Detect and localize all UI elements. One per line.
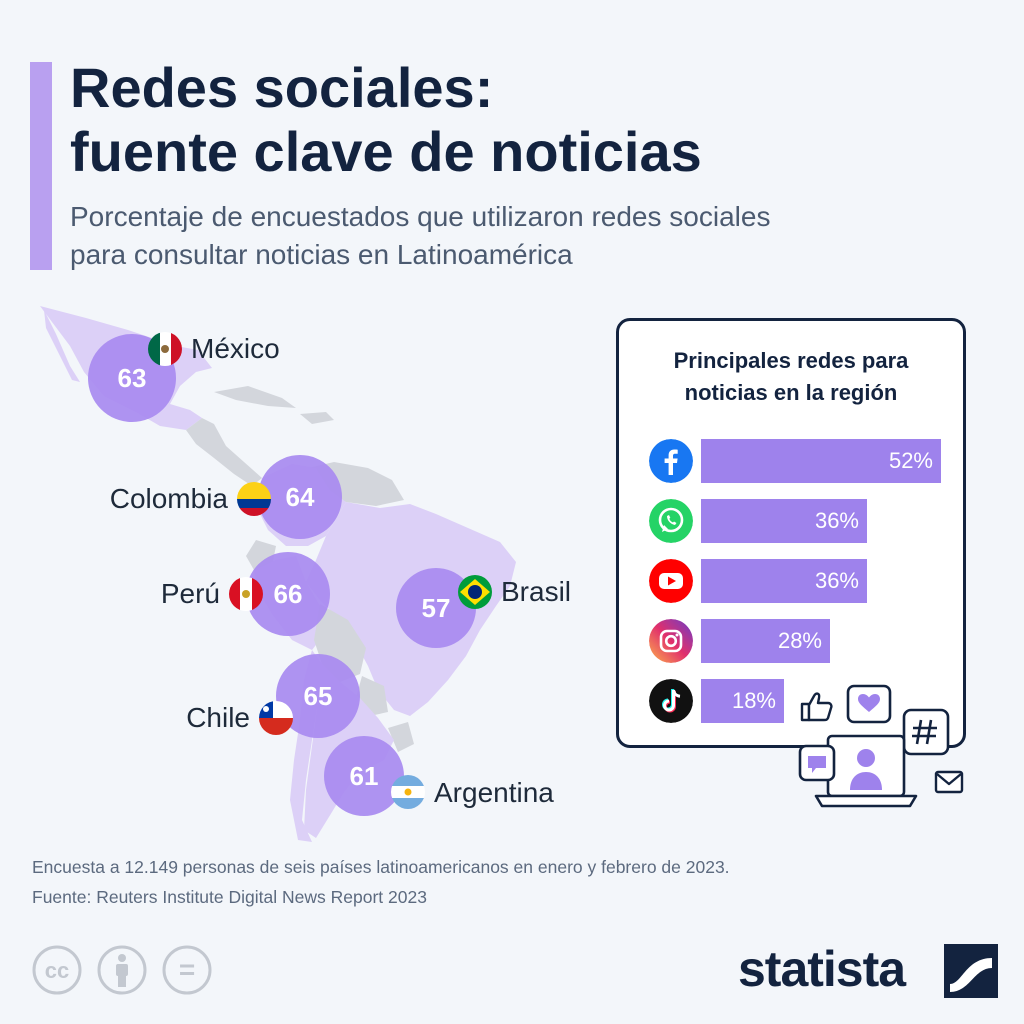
brasil-flag-icon	[458, 575, 492, 609]
network-row-whatsapp: 36%	[649, 499, 949, 543]
hashtag-icon	[902, 708, 950, 756]
license-icons: cc =	[32, 945, 212, 995]
argentina-flag-icon	[391, 775, 425, 809]
bar-label-facebook: 52%	[888, 448, 933, 473]
social-illustration	[798, 684, 964, 808]
label-peru: Perú	[161, 578, 220, 609]
instagram-icon	[649, 619, 693, 663]
latam-bubble-map: 63 64 66 57 65 61	[40, 306, 571, 842]
label-mexico: México	[191, 333, 280, 364]
survey-note: Encuesta a 12.149 personas de seis paíse…	[32, 857, 730, 877]
page-title: Redes sociales: fuente clave de noticias	[70, 56, 702, 184]
bar-label-tiktok: 18%	[731, 688, 776, 713]
statista-logo[interactable]: statista	[738, 934, 998, 1004]
bar-youtube: 36%	[701, 559, 867, 603]
nd-text: =	[179, 954, 195, 985]
no-derivatives-icon[interactable]: =	[162, 945, 212, 995]
bar-instagram: 28%	[701, 619, 830, 663]
whatsapp-icon	[649, 499, 693, 543]
title-line-2: fuente clave de noticias	[70, 120, 702, 183]
bubble-colombia	[258, 455, 342, 539]
subtitle-line-1: Porcentaje de encuestados que utilizaron…	[70, 201, 771, 232]
user-avatar-icon	[850, 749, 882, 790]
map-hispaniola	[300, 412, 334, 424]
value-chile: 65	[304, 681, 333, 711]
label-brasil: Brasil	[501, 576, 571, 607]
youtube-icon	[649, 559, 693, 603]
chile-flag-icon	[259, 701, 293, 735]
value-brasil: 57	[422, 593, 451, 623]
bubble-argentina	[324, 736, 404, 816]
value-peru: 66	[274, 579, 303, 609]
cc-text: cc	[45, 958, 69, 983]
attribution-icon[interactable]	[97, 945, 147, 995]
map-central-america	[186, 418, 262, 486]
speech-bubble-icon	[798, 744, 836, 782]
value-argentina: 61	[350, 761, 379, 791]
networks-panel: Principales redes para noticias en la re…	[616, 318, 966, 748]
accent-bar	[30, 62, 52, 270]
bar-facebook: 52%	[701, 439, 941, 483]
heart-chat-icon	[846, 684, 892, 724]
network-row-tiktok: 18%	[649, 679, 949, 723]
label-chile: Chile	[186, 702, 250, 733]
tiktok-icon	[649, 679, 693, 723]
subtitle-line-2: para consultar noticias en Latinoamérica	[70, 239, 573, 270]
mexico-flag-icon	[148, 332, 182, 366]
facebook-icon	[649, 439, 693, 483]
panel-title-line-1: Principales redes para	[673, 348, 909, 373]
source-note: Fuente: Reuters Institute Digital News R…	[32, 887, 427, 907]
bubble-brasil	[396, 568, 476, 648]
network-row-facebook: 52%	[649, 439, 949, 483]
bar-whatsapp: 36%	[701, 499, 867, 543]
bar-label-instagram: 28%	[777, 628, 822, 653]
bar-label-whatsapp: 36%	[814, 508, 859, 533]
envelope-icon	[934, 770, 964, 794]
statista-mark-icon	[944, 944, 998, 998]
bubble-chile	[276, 654, 360, 738]
label-argentina: Argentina	[434, 777, 554, 808]
thumbs-up-icon	[800, 692, 833, 722]
footer-notes: Encuesta a 12.149 personas de seis paíse…	[32, 852, 730, 912]
network-row-instagram: 28%	[649, 619, 949, 663]
title-line-1: Redes sociales:	[70, 56, 494, 119]
creative-commons-icon[interactable]: cc	[32, 945, 82, 995]
panel-title-line-2: noticias en la región	[684, 380, 898, 405]
peru-flag-icon	[229, 577, 263, 611]
colombia-flag-icon	[237, 482, 271, 516]
subtitle: Porcentaje de encuestados que utilizaron…	[70, 198, 970, 274]
bubble-peru	[246, 552, 330, 636]
panel-title: Principales redes para noticias en la re…	[619, 345, 963, 409]
map-uruguay	[388, 722, 414, 752]
value-mexico: 63	[118, 363, 147, 393]
map-baja	[44, 310, 80, 382]
label-colombia: Colombia	[110, 483, 229, 514]
map-cuba	[214, 386, 296, 408]
brand-name: statista	[738, 941, 906, 997]
value-colombia: 64	[286, 482, 315, 512]
network-row-youtube: 36%	[649, 559, 949, 603]
bar-label-youtube: 36%	[814, 568, 859, 593]
bar-tiktok: 18%	[701, 679, 784, 723]
